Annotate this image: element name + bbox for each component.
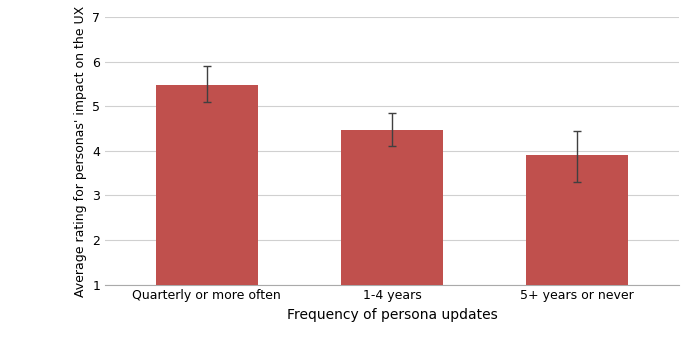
Y-axis label: Average rating for personas' impact on the UX: Average rating for personas' impact on t… bbox=[74, 5, 87, 297]
Bar bbox=[526, 155, 628, 285]
Bar bbox=[341, 130, 443, 285]
Bar bbox=[156, 85, 258, 285]
X-axis label: Frequency of persona updates: Frequency of persona updates bbox=[286, 308, 498, 322]
